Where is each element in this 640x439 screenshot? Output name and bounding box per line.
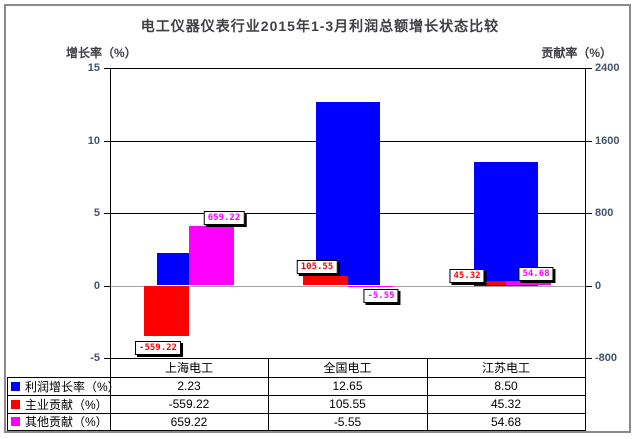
right-axis-tick: [586, 68, 592, 69]
left-axis-tick: [104, 140, 110, 142]
right-axis-tick-label: 800: [595, 207, 614, 219]
table-vline: [427, 358, 428, 430]
bar-series2-cat1: [347, 285, 393, 287]
bar-series1-cat2: [460, 281, 506, 286]
left-axis-tick: [104, 68, 110, 69]
right-axis-tick: [586, 358, 592, 359]
table-vline: [268, 358, 269, 430]
right-axis-tick-label: 1600: [595, 134, 620, 147]
right-axis-tick-label: -800: [595, 352, 618, 364]
left-axis-tick: [104, 213, 110, 214]
right-axis-line: [585, 68, 586, 358]
table-value-cell: 45.32: [490, 397, 522, 411]
table-row-label: 其他贡献（%）: [7, 413, 110, 430]
table-value-cell: -559.22: [168, 397, 210, 411]
left-axis-tick-label: 10: [87, 134, 100, 147]
bar-series1-cat0: [144, 285, 190, 337]
table-vline: [585, 358, 586, 430]
table-hline: [7, 430, 586, 431]
table-value-cell: 8.50: [494, 379, 518, 393]
left-axis-tick-label: 5: [93, 207, 100, 219]
bar-value-label: 45.32: [449, 269, 485, 283]
left-axis-tick-label: 15: [87, 62, 100, 74]
table-hline: [7, 377, 586, 378]
left-axis-line: [110, 68, 111, 358]
legend-key-square: [11, 399, 20, 409]
bar-series1-cat1: [302, 275, 348, 286]
legend-series-name: 主业贡献（%）: [25, 397, 108, 412]
right-axis-tick: [586, 285, 592, 287]
table-row-label: 主业贡献（%）: [7, 395, 110, 413]
table-header-cell: 上海电工: [164, 361, 213, 375]
right-axis-tick: [586, 140, 592, 142]
table-value-cell: 54.68: [490, 414, 522, 429]
plot-top-border: [110, 68, 586, 69]
table-vline: [110, 358, 111, 430]
left-axis-tick-label: 0: [93, 279, 100, 292]
table-hline: [7, 413, 586, 414]
legend-series-name: 利润增长率（%）: [25, 379, 120, 394]
table-value-cell: 105.55: [329, 397, 366, 411]
bar-series0-cat1: [315, 102, 380, 286]
left-axis-tick: [104, 285, 110, 287]
bar-value-label: -5.55: [363, 289, 399, 303]
table-value-cell: 659.22: [170, 414, 208, 429]
bar-series2-cat0: [189, 225, 235, 286]
bar-value-label: 105.55: [296, 260, 338, 274]
left-axis-title: 增长率（%）: [66, 46, 137, 60]
bar-value-label: 54.68: [518, 267, 554, 281]
table-value-cell: 2.23: [177, 379, 201, 393]
bar-value-label: -559.22: [135, 341, 181, 355]
table-header-cell: 江苏电工: [481, 361, 530, 375]
table-value-cell: 12.65: [332, 379, 363, 393]
legend-key-square: [11, 381, 20, 391]
table-hline: [7, 395, 586, 396]
table-vline: [7, 377, 8, 430]
right-axis-tick-label: 2400: [595, 62, 620, 74]
right-axis-title: 贡献率（%）: [541, 46, 612, 60]
legend-series-name: 其他贡献（%）: [25, 415, 108, 429]
bar-series2-cat2: [505, 280, 551, 286]
bar-value-label: 659.22: [203, 211, 245, 225]
right-axis-tick-label: 0: [595, 279, 602, 292]
left-axis-tick-label: -5: [90, 352, 100, 364]
table-value-cell: -5.55: [333, 414, 362, 429]
table-header-cell: 全国电工: [323, 361, 372, 375]
chart-title: 电工仪器仪表行业2015年1-3月利润总额增长状态比较: [140, 18, 500, 34]
x-axis-line: [110, 358, 586, 359]
left-axis-tick: [104, 358, 110, 359]
right-axis-tick: [586, 213, 592, 214]
legend-key-square: [11, 417, 20, 426]
table-row-label: 利润增长率（%）: [7, 377, 120, 395]
bar-series0-cat2: [473, 162, 538, 286]
